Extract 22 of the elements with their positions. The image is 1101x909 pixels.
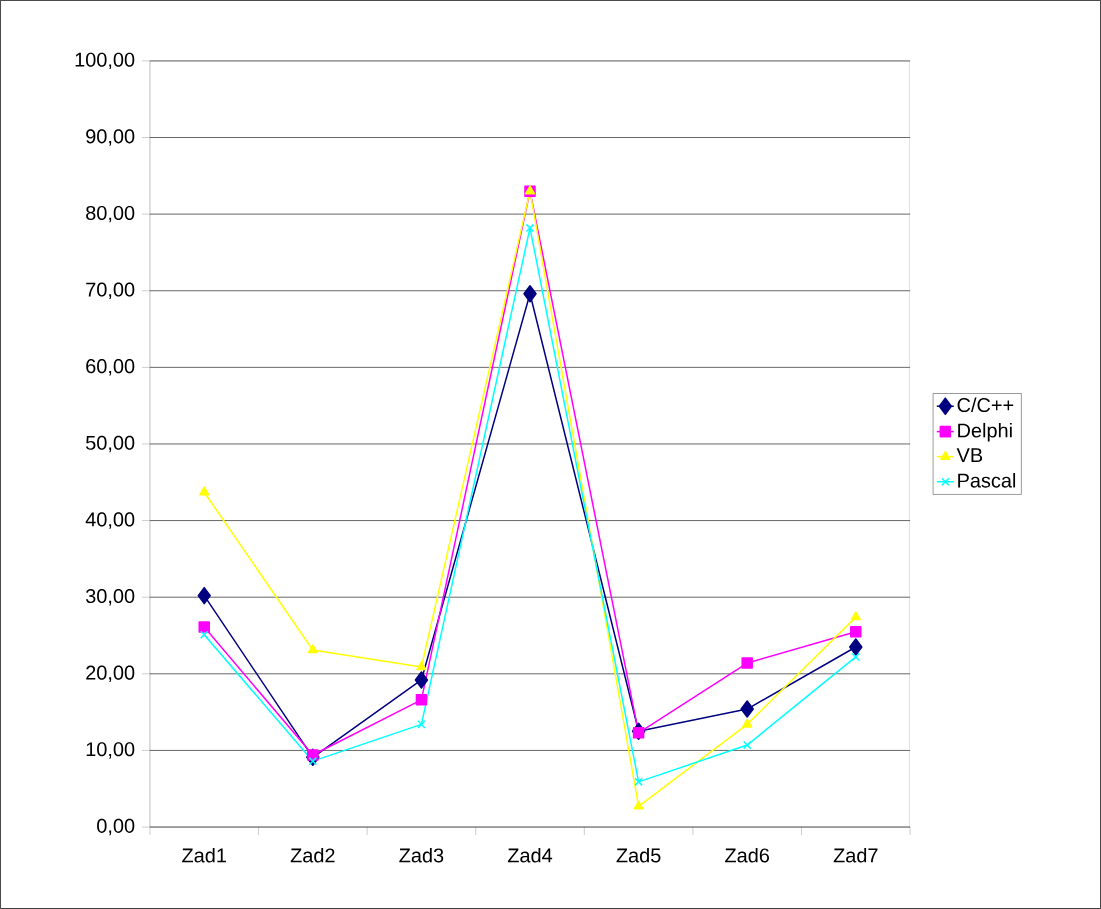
x-tick-label: Zad4: [507, 847, 553, 863]
x-tick-label: Zad7: [833, 847, 878, 863]
y-tick-label: 100,00: [75, 52, 135, 70]
x-tick-label: Zad5: [616, 847, 661, 863]
legend-label: Pascal: [958, 473, 1016, 488]
y-tick-label: 50,00: [86, 435, 135, 453]
y-tick-label: 90,00: [86, 129, 135, 146]
y-tick-label: 40,00: [85, 512, 135, 529]
y-tick-label: 0,00: [97, 818, 135, 836]
legend-label: Delphi: [958, 422, 1012, 442]
y-tick-label: 70,00: [86, 282, 135, 299]
x-tick-label: Zad2: [290, 847, 335, 863]
x-tick-label: Zad3: [399, 847, 444, 863]
y-tick-label: 30,00: [85, 588, 135, 606]
y-tick-label: 60,00: [86, 359, 135, 376]
y-tick-label: 10,00: [86, 742, 135, 759]
x-tick-label: Zad6: [725, 847, 770, 863]
legend-label: C/C++: [957, 397, 1014, 413]
y-tick-label: 80,00: [86, 205, 135, 223]
x-tick-label: Zad1: [182, 847, 226, 863]
legend-label: VB: [956, 448, 983, 463]
y-tick-label: 20,00: [86, 665, 135, 683]
